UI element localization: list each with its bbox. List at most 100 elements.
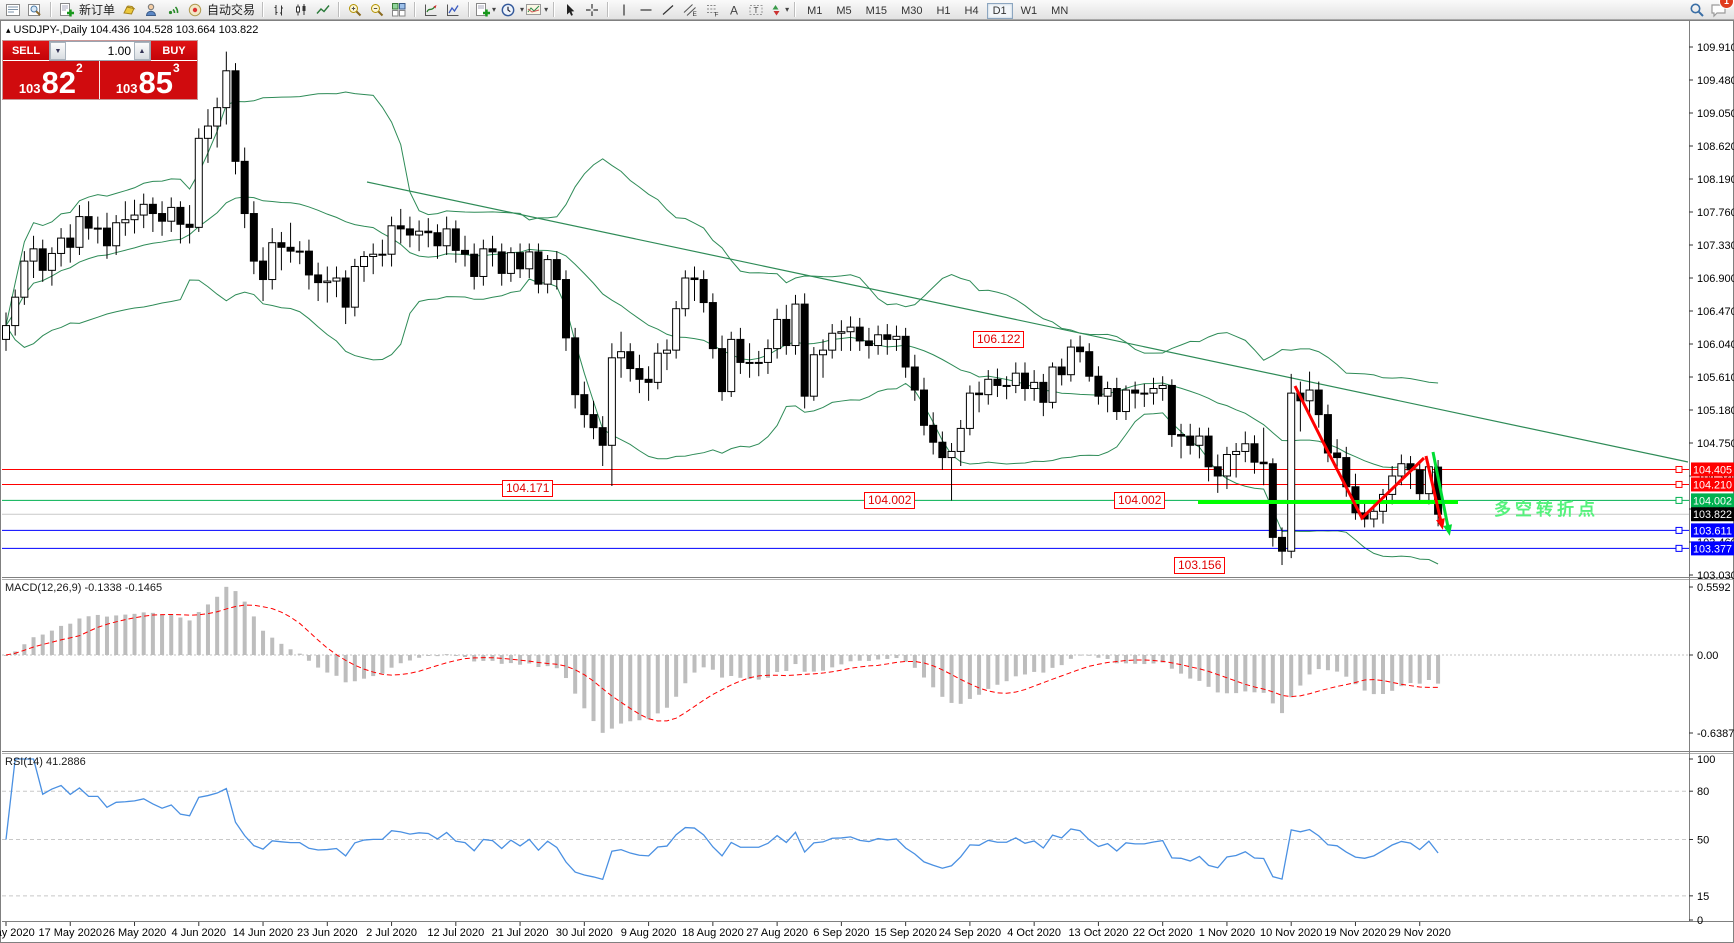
candle [516,252,525,270]
candle [672,308,681,351]
new-order-icon[interactable] [56,1,78,19]
note-text[interactable]: 多空转折点 [1494,500,1599,519]
price-annotation[interactable]: 104.002 [864,492,916,509]
dropdown-caret[interactable]: ▾ [544,5,549,14]
line-handle[interactable] [1675,526,1683,534]
candle [828,332,837,351]
line-chart-icon[interactable] [312,1,334,19]
dropdown-caret[interactable]: ▾ [785,5,790,14]
candle [304,250,313,276]
timeframe-button-M1[interactable]: M1 [807,4,823,17]
candle [1020,372,1029,390]
price-tick-label: 106.470 [1697,306,1734,318]
price-tick-label: 109.480 [1697,75,1734,87]
one-click-trading-panel: SELL ▼ ▲ BUY 103 82 2 103 85 3 [3,41,197,99]
clock-icon[interactable] [497,1,519,19]
candle [644,378,653,383]
volume-increase-button[interactable]: ▲ [134,42,150,60]
price-annotation[interactable]: 104.002 [1114,492,1166,509]
candle [864,340,873,347]
chat-icon[interactable]: 1 [1708,0,1734,19]
candle [699,279,708,304]
candle [782,318,791,347]
candle [1259,461,1268,465]
crosshair-icon[interactable] [581,1,603,19]
zoom-out-icon[interactable] [366,1,388,19]
candle [571,337,580,396]
timeframe-button-W1[interactable]: W1 [1020,4,1038,17]
fibonacci-icon[interactable]: F [701,1,723,19]
trendline-icon[interactable] [657,1,679,19]
price-tag-label: 104.002 [1693,495,1732,507]
template-icon[interactable]: ▾ [524,1,549,19]
horizontal-line-icon[interactable] [635,1,657,19]
cursor-icon[interactable] [559,1,581,19]
line-handle[interactable] [1675,496,1683,504]
timeframe-button-M15[interactable]: M15 [865,4,888,17]
text-label-icon[interactable]: T [745,1,767,19]
bar-chart-icon[interactable] [268,1,290,19]
tile-windows-icon[interactable] [388,1,410,19]
price-annotation[interactable]: 103.156 [1174,557,1226,574]
candles-layer[interactable] [2,51,1443,566]
candle [1250,443,1259,463]
candle [1011,372,1020,386]
arrows-icon[interactable]: ▾ [767,1,790,19]
new-order-label[interactable]: 新订单 [79,3,116,17]
indicators-icon[interactable] [420,1,442,19]
candle [332,277,341,282]
candle [194,137,203,228]
timeframe-button-D1[interactable]: D1 [986,2,1013,19]
line-handle[interactable] [1675,465,1683,473]
sell-button[interactable]: SELL [3,41,49,61]
candle [534,251,543,285]
vertical-line-icon[interactable] [613,1,635,19]
chart-canvas[interactable]: 109.910 109.480 109.050 108.620 108.190 107.7… [0,20,1734,943]
timeframe-button-MN[interactable]: MN [1051,4,1069,17]
volume-decrease-button[interactable]: ▼ [50,42,66,60]
autotrade-label[interactable]: 自动交易 [207,3,256,17]
gold-icon[interactable] [118,1,140,19]
candle [1057,366,1066,376]
date-tick-label: 4 Oct 2020 [1007,927,1061,939]
candlestick-icon[interactable] [290,1,312,19]
rsi-axis-label: 80 [1697,786,1709,798]
candle [1112,388,1121,413]
price-annotation[interactable]: 104.171 [502,480,554,497]
price-tag [1691,462,1734,477]
objects-list-icon[interactable] [442,1,464,19]
data-window-icon[interactable] [24,1,46,19]
timeframe-button-H4[interactable]: H4 [964,4,979,17]
line-handle[interactable] [1675,544,1683,552]
sell-price[interactable]: 103 82 2 [3,61,100,99]
candle [1167,384,1176,436]
toolbar-separator [50,2,52,17]
accounts-icon[interactable] [140,1,162,19]
date-tick-label: 1 Nov 2020 [1199,927,1255,939]
buy-price[interactable]: 103 85 3 [100,61,197,99]
price-annotation[interactable]: 106.122 [973,331,1025,348]
channel-icon[interactable]: E [679,1,701,19]
line-handle[interactable] [1675,480,1683,488]
text-icon[interactable]: A [723,1,745,19]
timeframe-toolbar: M1 M5 M15 M30 H1 H4 D1 W1 MN [800,1,1075,19]
candle [653,352,662,383]
autotrade-icon[interactable] [184,1,206,19]
dropdown-caret[interactable]: ▾ [520,5,525,14]
dropdown-caret[interactable]: ▾ [492,5,497,14]
candle [1333,452,1342,459]
buy-button[interactable]: BUY [151,41,197,61]
zoom-in-icon[interactable] [344,1,366,19]
signal-icon[interactable] [162,1,184,19]
timeframe-button-M30[interactable]: M30 [901,4,923,17]
candle [561,279,570,339]
timeframe-button-M5[interactable]: M5 [836,4,852,17]
timeframe-button-H1[interactable]: H1 [936,4,951,17]
chart-list-icon[interactable] [2,1,24,19]
new-chart-icon[interactable]: ▾ [474,1,497,19]
date-tick-label: 9 Aug 2020 [621,927,677,939]
candle [286,246,295,252]
search-icon[interactable] [1686,1,1708,19]
volume-input[interactable] [66,42,134,60]
candle [360,256,369,267]
